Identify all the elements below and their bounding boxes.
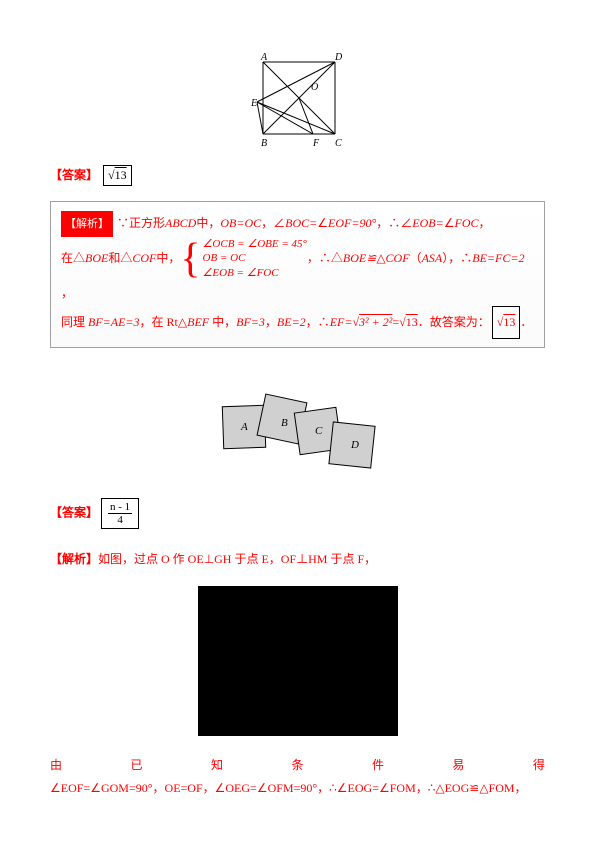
explain-line-1: 【解析】∵正方形ABCD中，OB=OC，∠BOC=∠EOF=90°，∴∠EOB=… xyxy=(61,210,534,237)
geometry-diagram-1: A D E B F C O xyxy=(243,50,353,150)
svg-text:D: D xyxy=(350,439,359,451)
explain-label-2: 【解析】 xyxy=(50,552,98,566)
overlapping-squares-diagram: A B C D xyxy=(213,388,383,483)
svg-text:C: C xyxy=(335,138,342,149)
answer-label: 【答案】 xyxy=(50,168,98,182)
svg-text:E: E xyxy=(250,98,257,109)
explanation-2-conclusion: ∠EOF=∠GOM=90°，OE=OF，∠OEG=∠OFM=90°，∴∠EOG=… xyxy=(50,779,545,798)
answer-1: 【答案】 13 xyxy=(50,165,545,186)
figure-1: A D E B F C O xyxy=(50,50,545,150)
svg-text:B: B xyxy=(261,138,267,149)
figure-2: A B C D xyxy=(50,388,545,483)
svg-text:D: D xyxy=(334,52,343,63)
answer-1-value: 13 xyxy=(103,165,132,186)
hidden-figure-panel xyxy=(198,586,398,736)
svg-text:A: A xyxy=(240,421,248,433)
svg-text:C: C xyxy=(315,425,323,437)
explain-label: 【解析】 xyxy=(61,211,113,237)
explanation-2-intro: 【解析】如图，过点 O 作 OE⊥GH 于点 E，OF⊥HM 于点 F， xyxy=(50,549,545,571)
explain-line-2: 在△BOE 和△COF 中， { ∠OCB = ∠OBE = 45° OB = … xyxy=(61,237,534,306)
svg-text:F: F xyxy=(312,138,320,149)
answer-2-fraction: n - 1 4 xyxy=(101,498,139,529)
svg-text:A: A xyxy=(260,52,268,63)
explanation-1: 【解析】∵正方形ABCD中，OB=OC，∠BOC=∠EOF=90°，∴∠EOB=… xyxy=(50,201,545,348)
svg-text:B: B xyxy=(281,417,288,429)
justified-text-line: 由 已 知 条 件 易 得 xyxy=(50,756,545,773)
answer-label-2: 【答案】 xyxy=(50,505,98,519)
equation-system: { ∠OCB = ∠OBE = 45° OB = OC ∠EOB = ∠FOC xyxy=(180,237,307,280)
answer-2: 【答案】 n - 1 4 xyxy=(50,498,545,529)
svg-text:O: O xyxy=(311,82,318,93)
explain-line-3: 同理 BF=AE=3，在 Rt△BEF 中，BF=3，BE=2，∴EF=3² +… xyxy=(61,306,534,338)
